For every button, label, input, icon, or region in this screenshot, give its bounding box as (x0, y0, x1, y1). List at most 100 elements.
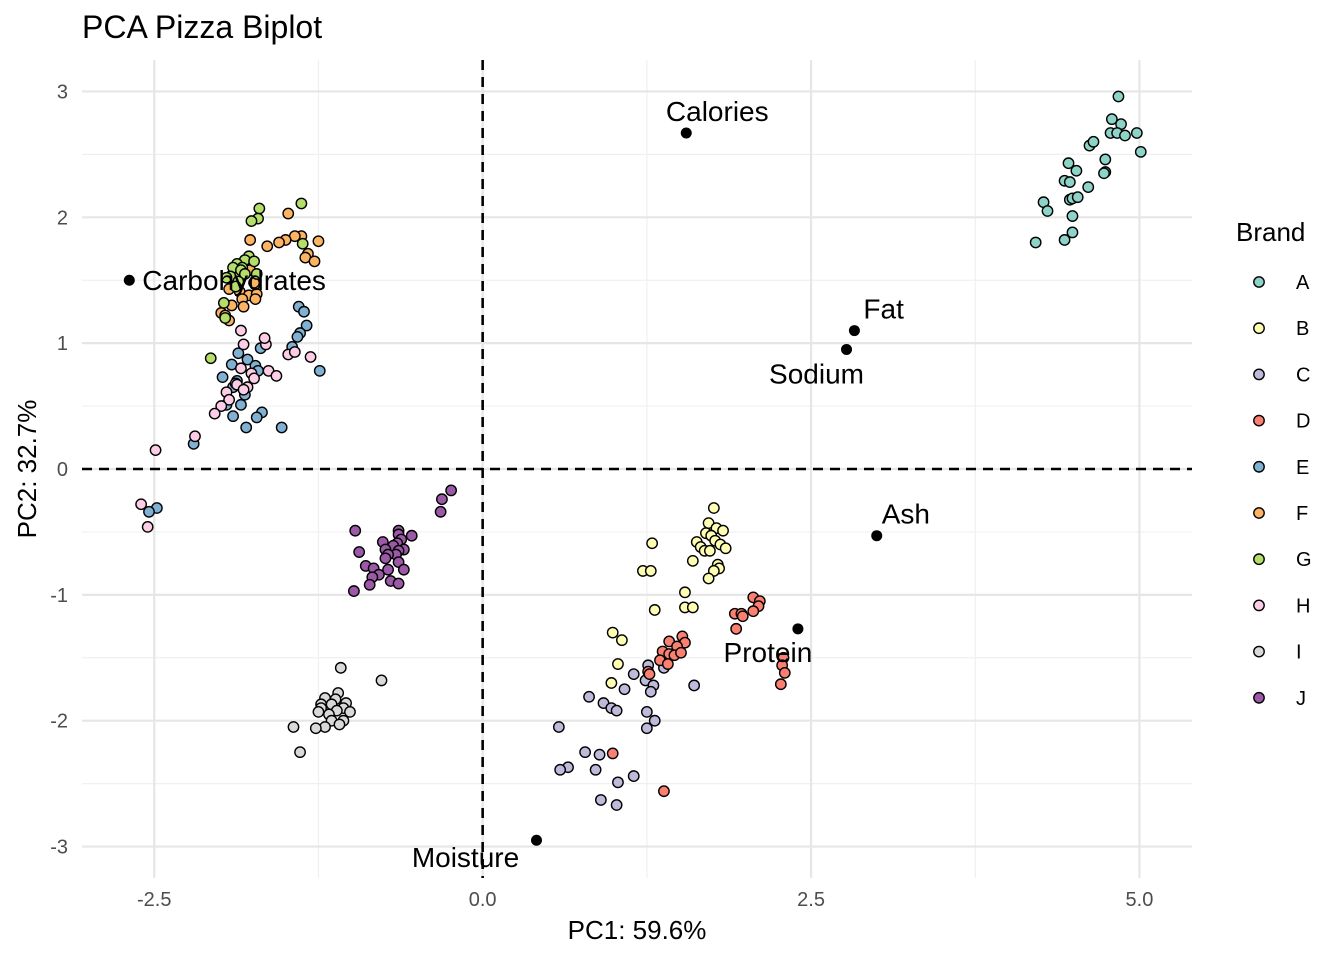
x-tick-label: 5.0 (1126, 889, 1154, 911)
data-point (552, 721, 565, 733)
data-point (1062, 157, 1075, 170)
data-point (312, 705, 325, 718)
data-point (1099, 153, 1112, 166)
data-point (627, 770, 640, 782)
y-tick-label: 0 (57, 459, 68, 481)
data-point (736, 610, 749, 623)
data-point (235, 398, 247, 411)
legend-label: A (1296, 272, 1310, 294)
data-point (436, 493, 448, 506)
variable-marker (792, 623, 804, 635)
data-point (686, 554, 699, 567)
y-tick-label: 3 (57, 81, 68, 103)
legend-key (1253, 645, 1265, 658)
data-point (648, 604, 661, 616)
data-point (135, 498, 148, 511)
data-point (313, 364, 326, 377)
data-point (730, 622, 743, 635)
data-point (640, 722, 653, 735)
data-point (640, 705, 653, 718)
data-point (717, 524, 729, 537)
data-point (298, 305, 310, 318)
data-point (288, 346, 301, 358)
data-point (434, 505, 447, 518)
data-point (189, 430, 201, 443)
variable-marker (531, 834, 543, 846)
data-point (1070, 164, 1083, 177)
series-D (606, 591, 791, 798)
legend-label: E (1296, 457, 1309, 479)
data-point (208, 407, 221, 420)
legend: Brand A B C D E F G H I J (1236, 217, 1312, 710)
data-point (294, 746, 306, 759)
data-point (275, 421, 288, 434)
data-point (702, 572, 715, 585)
variable-marker (123, 274, 135, 286)
data-point (1066, 210, 1079, 222)
data-point (1098, 167, 1110, 180)
data-point (363, 578, 376, 591)
legend-label: C (1296, 364, 1310, 386)
data-point (219, 312, 232, 324)
series-A (1029, 90, 1147, 249)
data-point (445, 484, 458, 497)
series-C (552, 659, 701, 811)
data-point (1071, 191, 1084, 204)
data-point (141, 520, 154, 533)
series-H (135, 324, 317, 533)
variable-markers: Calories Carbohydrates Fat Sodium Ash Protein… (123, 96, 930, 873)
data-point (593, 748, 606, 761)
data-point (261, 240, 274, 253)
y-axis-ticks: -3 -2 -1 0 1 2 3 (50, 81, 68, 858)
variable-label: Sodium (769, 358, 864, 389)
y-tick-label: -3 (50, 837, 68, 859)
data-point (1041, 205, 1054, 217)
data-point (240, 421, 253, 434)
variable-marker (871, 530, 883, 542)
data-point (648, 714, 661, 727)
data-point (282, 207, 295, 220)
data-point (747, 605, 760, 618)
data-point (149, 444, 162, 457)
data-point (245, 215, 258, 227)
legend-label: G (1296, 549, 1312, 571)
data-point (392, 577, 405, 590)
y-tick-label: 2 (57, 207, 68, 229)
data-point (1063, 176, 1076, 188)
data-point (353, 546, 366, 558)
variable-label: Fat (863, 294, 904, 325)
data-point (216, 371, 229, 384)
series-E (143, 300, 326, 518)
legend-key (1253, 368, 1265, 381)
legend-label: D (1296, 411, 1310, 433)
data-point (291, 330, 304, 343)
data-point (594, 794, 607, 806)
data-point (579, 746, 592, 759)
x-tick-label: -2.5 (137, 889, 171, 911)
data-point (304, 351, 317, 363)
data-point (244, 234, 257, 246)
data-point (610, 799, 623, 811)
data-point (610, 704, 623, 717)
data-point (646, 537, 659, 550)
data-point (258, 332, 271, 345)
legend-label: F (1296, 503, 1308, 525)
legend-key (1253, 276, 1265, 288)
data-point (612, 658, 624, 670)
y-tick-label: 1 (57, 333, 68, 355)
data-point (704, 544, 716, 557)
data-point (237, 383, 250, 396)
data-point (1112, 90, 1125, 103)
data-point (1130, 127, 1143, 139)
data-point (778, 666, 791, 679)
data-point (615, 634, 628, 647)
data-point (232, 347, 245, 360)
variable-marker (848, 325, 860, 337)
data-point (1058, 234, 1071, 246)
data-point (309, 722, 322, 735)
variable-label: Calories (666, 96, 769, 127)
legend-key (1253, 691, 1265, 704)
variable-label: Protein (724, 637, 813, 668)
data-point (248, 372, 260, 385)
data-point (1087, 135, 1100, 148)
